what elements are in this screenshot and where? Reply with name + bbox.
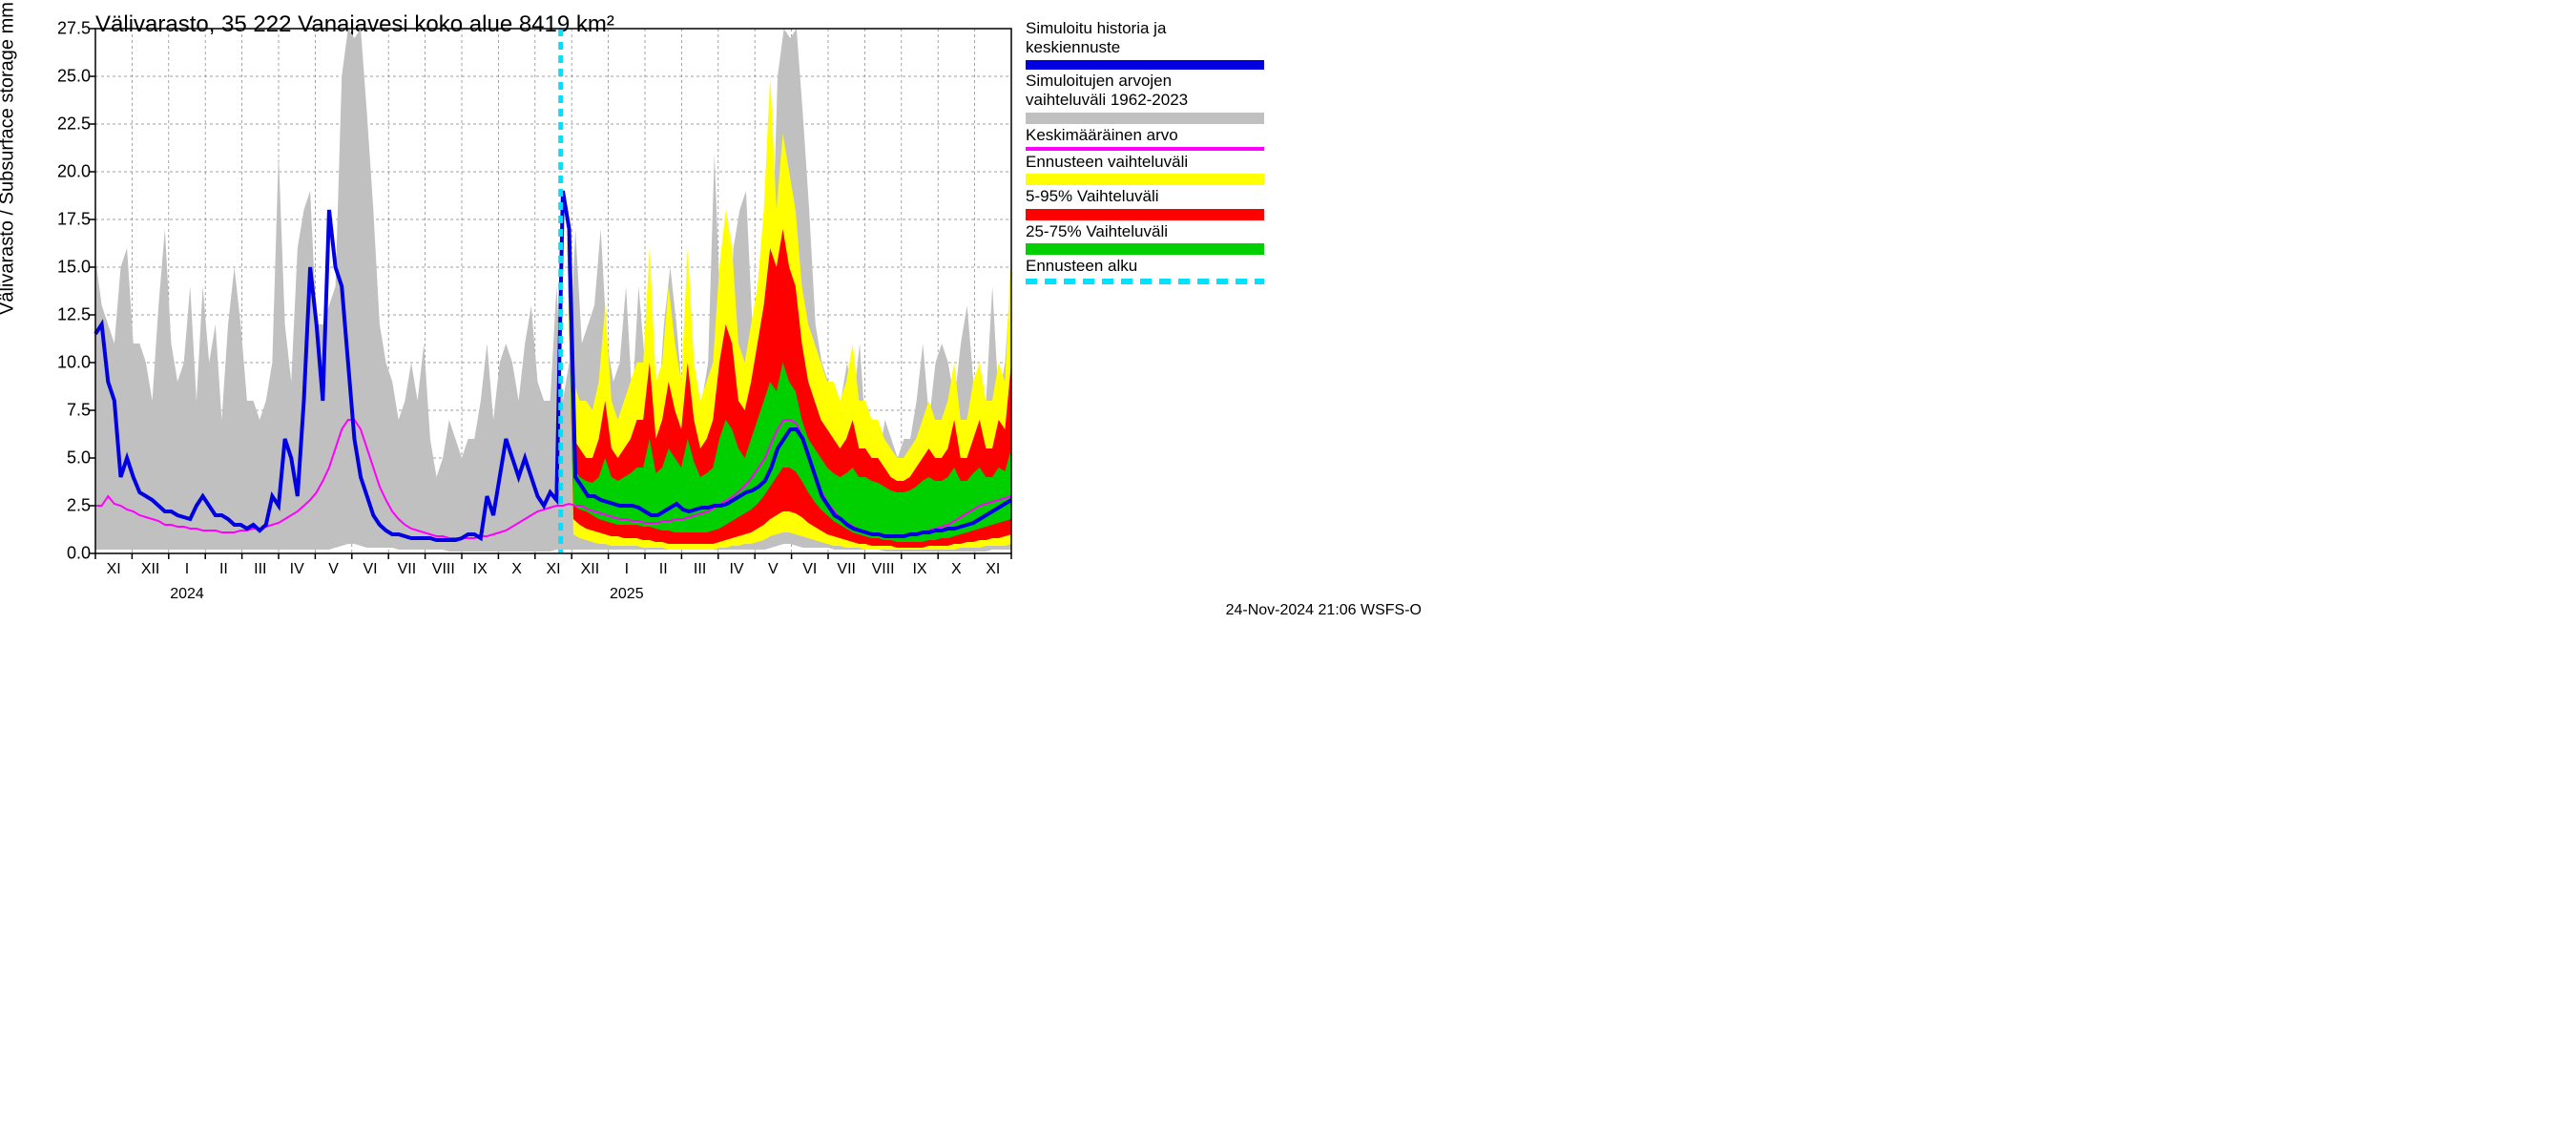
y-tick: 17.5 (57, 210, 91, 230)
legend-entry: Ennusteen alku (1026, 257, 1426, 283)
legend-entry: 5-95% Vaihteluväli (1026, 187, 1426, 219)
legend-label: 5-95% Vaihteluväli (1026, 187, 1426, 206)
x-tick: X (951, 561, 962, 578)
x-tick: VI (363, 561, 377, 578)
y-tick: 0.0 (67, 544, 91, 564)
y-tick: 10.0 (57, 353, 91, 373)
year-label: 2024 (170, 586, 204, 603)
y-tick: 5.0 (67, 448, 91, 468)
legend-entry: Keskimääräinen arvo (1026, 126, 1426, 151)
legend-label: Simuloitu historia ja (1026, 19, 1426, 38)
x-tick: III (694, 561, 706, 578)
y-axis-label: Välivarasto / Subsurface storage mm (0, 2, 19, 315)
legend-entry: 25-75% Vaihteluväli (1026, 222, 1426, 255)
legend-label: Simuloitujen arvojen (1026, 72, 1426, 91)
y-tick: 27.5 (57, 19, 91, 39)
chart-plot (95, 29, 1011, 553)
legend-entry: Simuloitu historia jakeskiennuste (1026, 19, 1426, 70)
x-tick: XII (141, 561, 160, 578)
x-tick: II (219, 561, 228, 578)
y-tick: 15.0 (57, 258, 91, 278)
y-tick: 22.5 (57, 114, 91, 135)
x-tick: II (659, 561, 668, 578)
y-tick: 12.5 (57, 305, 91, 325)
x-tick: I (185, 561, 189, 578)
x-tick: V (328, 561, 339, 578)
legend-swatch (1026, 147, 1264, 151)
x-tick: XI (986, 561, 1000, 578)
legend-entry: Ennusteen vaihteluväli (1026, 153, 1426, 185)
legend-swatch (1026, 174, 1264, 185)
x-tick: VIII (432, 561, 455, 578)
x-tick: V (768, 561, 779, 578)
year-label: 2025 (610, 586, 644, 603)
legend-swatch (1026, 60, 1264, 70)
x-tick: VI (802, 561, 817, 578)
legend-entry: Simuloitujen arvojenvaihteluväli 1962-20… (1026, 72, 1426, 124)
legend-label: keskiennuste (1026, 38, 1426, 57)
legend-label: Ennusteen vaihteluväli (1026, 153, 1426, 172)
legend-swatch (1026, 113, 1264, 124)
x-tick: III (254, 561, 266, 578)
x-tick: VIII (872, 561, 895, 578)
legend-label: Keskimääräinen arvo (1026, 126, 1426, 145)
y-tick: 2.5 (67, 496, 91, 516)
x-tick: I (625, 561, 629, 578)
x-tick: XI (546, 561, 560, 578)
x-tick: XII (581, 561, 600, 578)
x-tick: VII (398, 561, 417, 578)
x-tick: VII (837, 561, 856, 578)
x-tick: IV (290, 561, 304, 578)
legend-swatch (1026, 243, 1264, 255)
y-tick: 20.0 (57, 162, 91, 182)
x-tick: X (511, 561, 522, 578)
x-tick: XI (107, 561, 121, 578)
legend-label: vaihteluväli 1962-2023 (1026, 91, 1426, 110)
legend-label: 25-75% Vaihteluväli (1026, 222, 1426, 241)
legend-swatch (1026, 209, 1264, 220)
x-tick: IX (473, 561, 488, 578)
y-tick: 25.0 (57, 67, 91, 87)
x-tick: IV (729, 561, 743, 578)
timestamp: 24-Nov-2024 21:06 WSFS-O (1226, 602, 1422, 619)
legend-label: Ennusteen alku (1026, 257, 1426, 276)
x-tick: IX (912, 561, 926, 578)
legend-swatch (1026, 279, 1264, 284)
y-tick: 7.5 (67, 401, 91, 421)
legend: Simuloitu historia jakeskiennusteSimuloi… (1026, 19, 1426, 286)
